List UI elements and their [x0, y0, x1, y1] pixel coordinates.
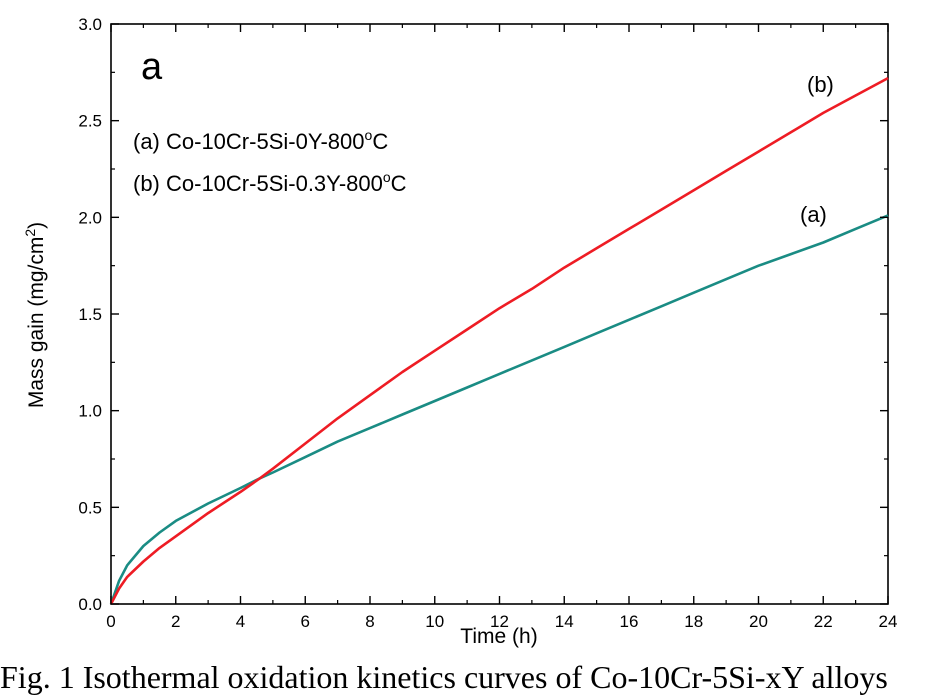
y-tick-label: 1.5	[78, 305, 102, 324]
legend-entry-a-degree: o	[365, 127, 373, 143]
x-tick-label: 16	[620, 612, 639, 631]
x-tick-label: 0	[106, 612, 115, 631]
y-tick-label: 2.5	[78, 112, 102, 131]
panel-letter: a	[141, 46, 163, 88]
x-tick-label: 20	[749, 612, 768, 631]
x-tick-label: 18	[684, 612, 703, 631]
tick-layer: 0 2 4 6 8 10 12 14 16 18 20 22 240.00.51.01.52.02.53…	[78, 15, 897, 631]
plot-frame	[110, 23, 889, 605]
y-axis-title-sup: 2	[22, 229, 38, 237]
y-tick-label: 2.0	[78, 208, 102, 227]
legend-entry-b-text: (b) Co-10Cr-5Si-0.3Y-800	[133, 171, 383, 196]
y-tick-label: 0.5	[78, 498, 102, 517]
series-line-b	[109, 76, 889, 605]
legend-entry-b-degree: o	[383, 169, 391, 185]
x-tick-label: 10	[425, 612, 444, 631]
x-tick-label: 22	[814, 612, 833, 631]
y-tick-label: 0.0	[78, 595, 102, 614]
x-tick-label: 6	[301, 612, 310, 631]
label-layer: a (b) (a) (a) Co-10Cr-5Si-0Y-800oC (b) C…	[22, 46, 834, 648]
y-axis-title: Mass gain (mg/cm2)	[22, 222, 48, 408]
x-tick-label: 8	[365, 612, 374, 631]
y-axis-title-tail: )	[25, 222, 48, 229]
x-tick-label: 4	[236, 612, 245, 631]
x-tick-label: 24	[879, 612, 898, 631]
x-tick-label: 14	[555, 612, 574, 631]
y-tick-label: 1.0	[78, 402, 102, 421]
series-layer	[109, 76, 889, 605]
x-tick-label: 12	[490, 612, 509, 631]
series-line-a	[109, 214, 889, 605]
legend-entry-a: (a) Co-10Cr-5Si-0Y-800oC	[133, 127, 388, 154]
plot-area	[110, 23, 889, 605]
y-axis-title-main: Mass gain (mg/cm	[25, 237, 48, 409]
y-tick-label: 3.0	[78, 15, 102, 34]
figure-caption: Fig. 1 Isothermal oxidation kinetics cur…	[0, 659, 888, 695]
legend-entry-a-text: (a) Co-10Cr-5Si-0Y-800	[133, 129, 365, 154]
legend-entry-b-unit: C	[391, 171, 407, 196]
series-a-tag: (a)	[800, 202, 827, 227]
mass-gain-chart: 0 2 4 6 8 10 12 14 16 18 20 22 240.00.51.01.52.02.53…	[22, 15, 897, 648]
legend-entry-b: (b) Co-10Cr-5Si-0.3Y-800oC	[133, 169, 407, 196]
legend-entry-a-unit: C	[372, 129, 388, 154]
x-tick-label: 2	[171, 612, 180, 631]
series-b-tag: (b)	[807, 72, 834, 97]
x-axis-title: Time (h)	[460, 625, 537, 648]
